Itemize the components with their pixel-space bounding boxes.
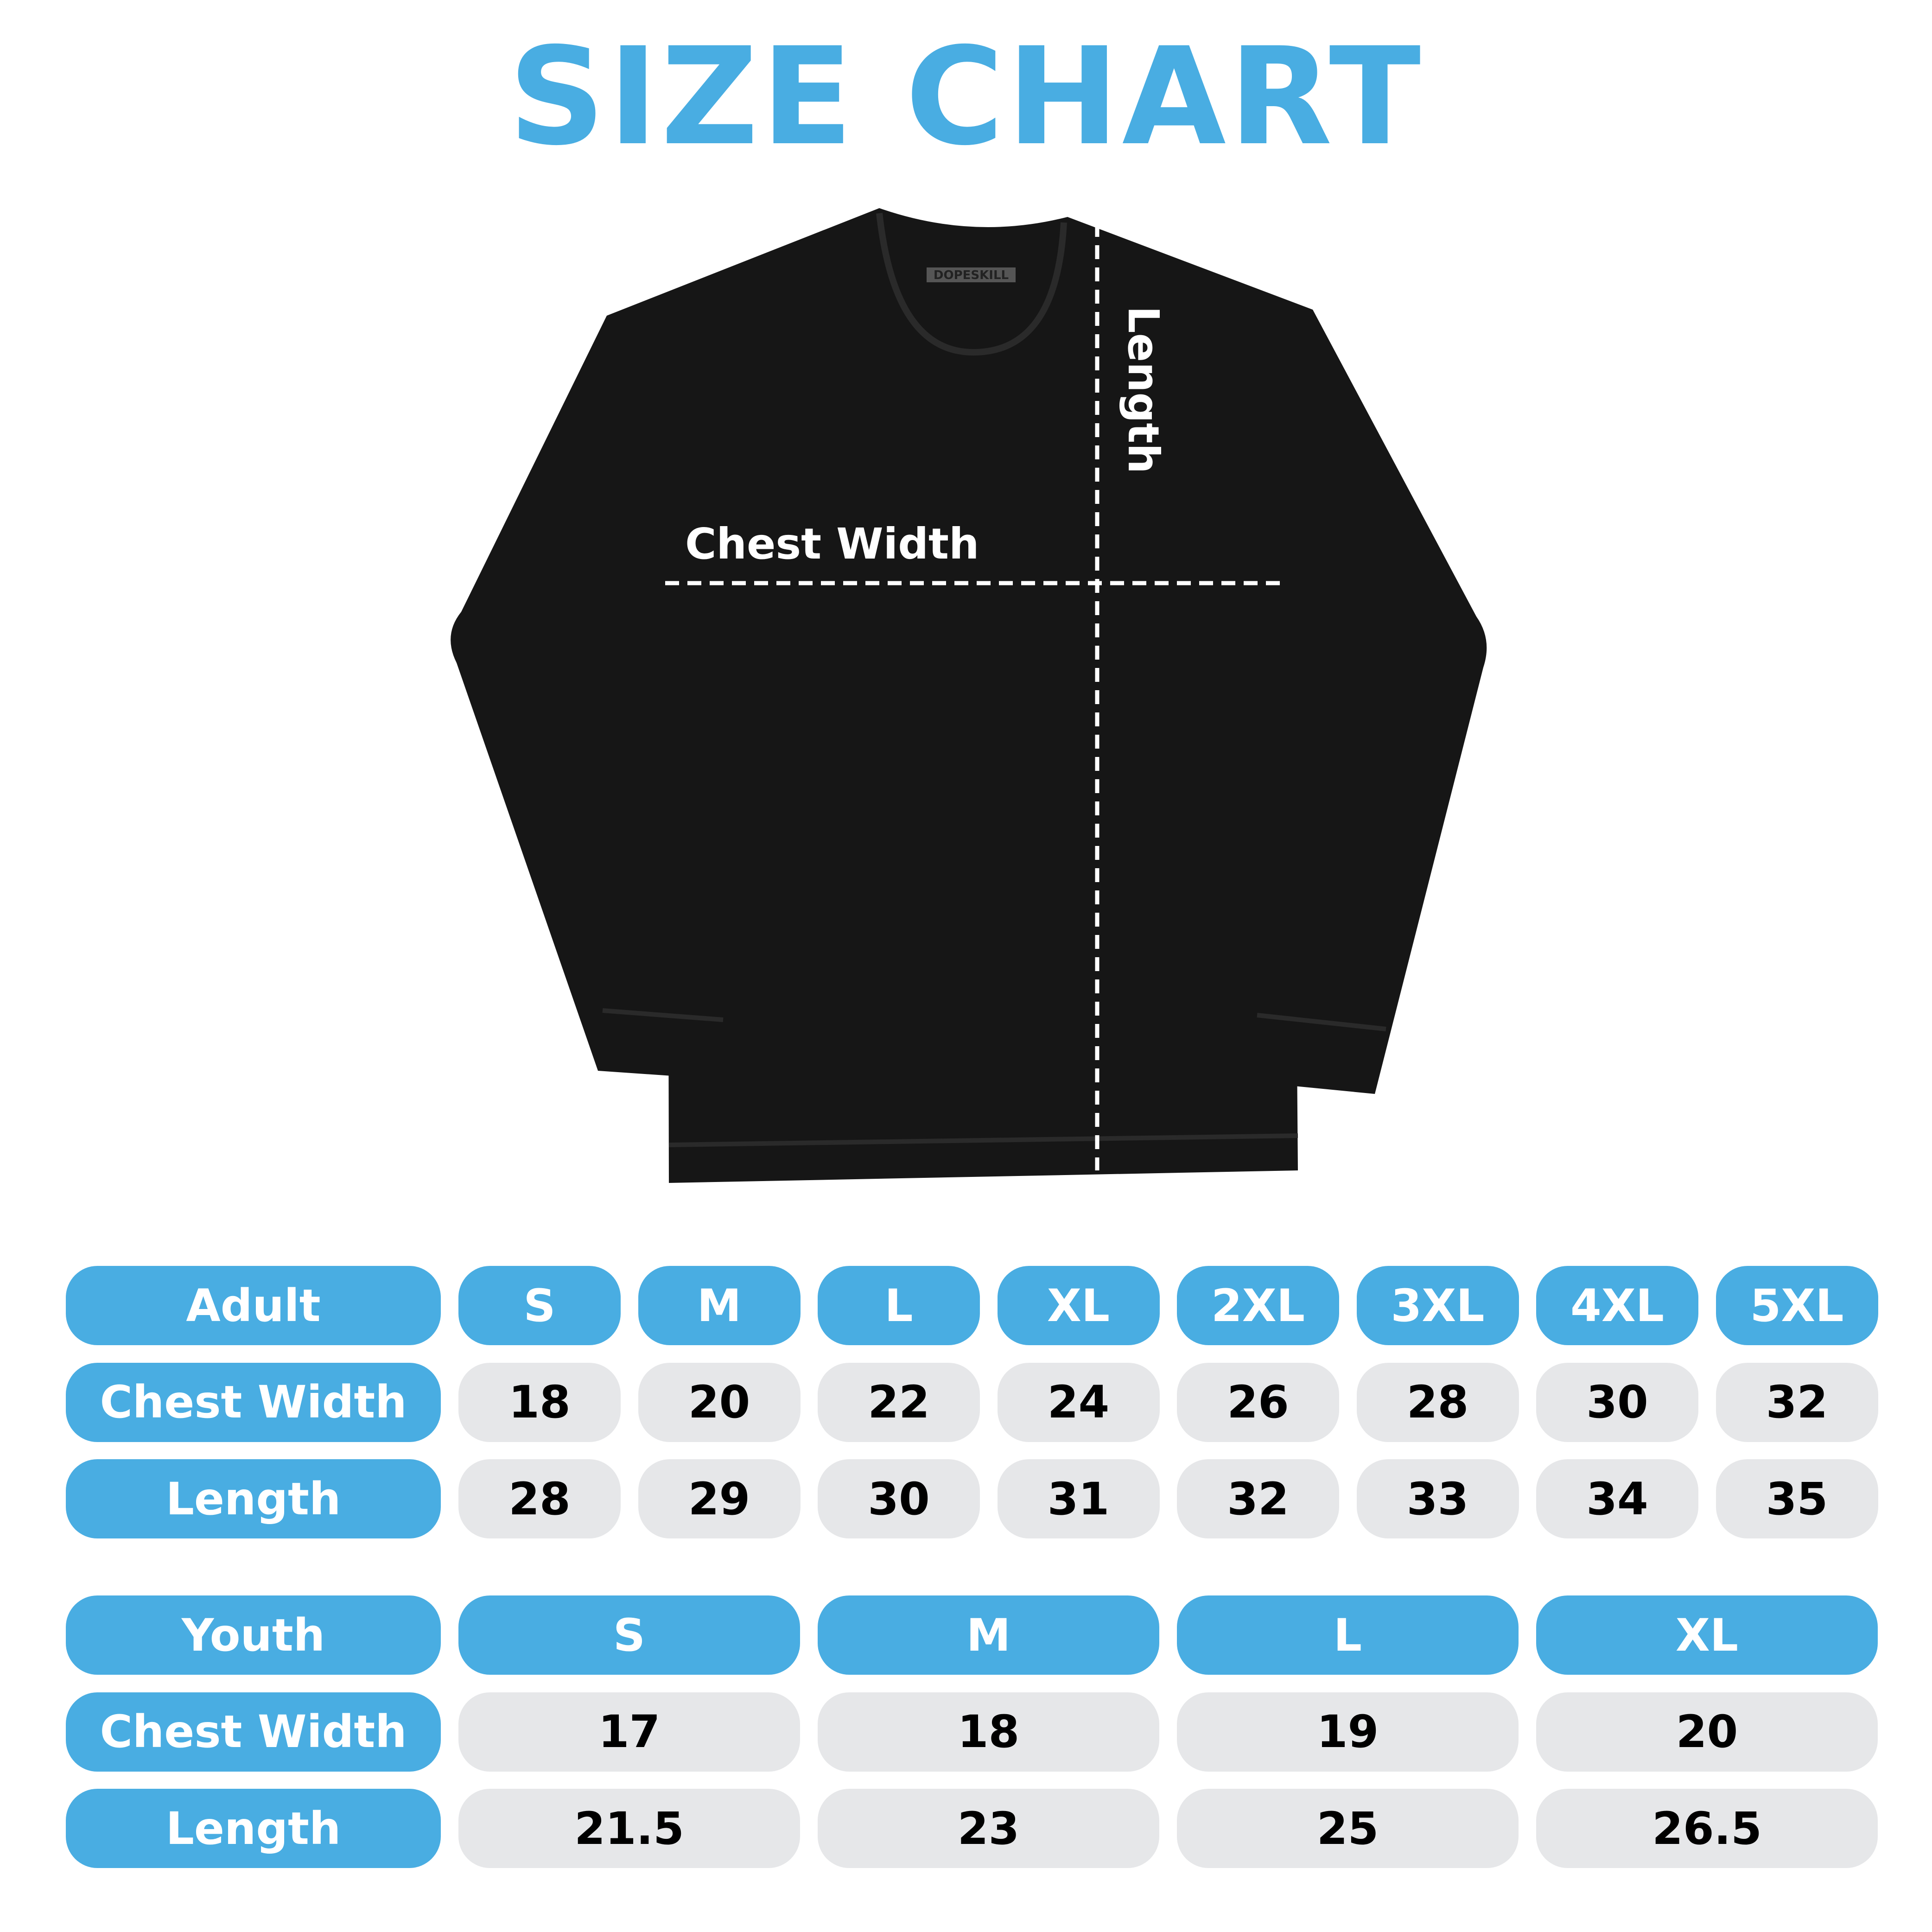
youth-size-l: L <box>1177 1595 1519 1675</box>
adult-size-s: S <box>458 1266 621 1345</box>
brand-tag-text: DOPESKILL <box>934 268 1009 282</box>
adult-header-label: Adult <box>66 1266 441 1345</box>
adult-value-cell: 18 <box>458 1362 621 1442</box>
adult-value-cell: 31 <box>997 1459 1160 1538</box>
adult-value-cell: 30 <box>818 1459 980 1538</box>
chest-width-label: Chest Width <box>685 519 979 569</box>
adult-value-cell: 26 <box>1177 1362 1339 1442</box>
adult-value-cell: 32 <box>1177 1459 1339 1538</box>
youth-value-cell: 19 <box>1177 1692 1519 1772</box>
adult-value-cell: 29 <box>638 1459 801 1538</box>
youth-value-cell: 25 <box>1177 1789 1519 1868</box>
youth-size-s: S <box>458 1595 800 1675</box>
youth-header-label: Youth <box>66 1595 441 1675</box>
adult-value-cell: 22 <box>818 1362 980 1442</box>
adult-value-cell: 35 <box>1716 1459 1878 1538</box>
adult-row-label: Length <box>66 1459 441 1538</box>
hem-seam <box>668 1133 1298 1147</box>
adult-value-cell: 28 <box>458 1459 621 1538</box>
adult-size-m: M <box>638 1266 801 1345</box>
adult-size-4xl: 4XL <box>1536 1266 1698 1345</box>
adult-row-label: Chest Width <box>66 1362 441 1442</box>
adult-value-cell: 20 <box>638 1362 801 1442</box>
adult-value-cell: 33 <box>1356 1459 1519 1538</box>
adult-size-3xl: 3XL <box>1356 1266 1519 1345</box>
youth-size-m: M <box>818 1595 1159 1675</box>
shirt-right-sleeve <box>1242 310 1487 1094</box>
youth-size-xl: XL <box>1536 1595 1878 1675</box>
adult-value-cell: 30 <box>1536 1362 1698 1442</box>
adult-value-cell: 34 <box>1536 1459 1698 1538</box>
left-cuff-seam <box>602 1008 724 1022</box>
brand-tag <box>927 267 1016 282</box>
adult-size-xl: XL <box>997 1266 1160 1345</box>
adult-size-2xl: 2XL <box>1177 1266 1339 1345</box>
adult-size-l: L <box>818 1266 980 1345</box>
right-cuff-seam <box>1257 1013 1386 1031</box>
youth-value-cell: 21.5 <box>458 1789 800 1868</box>
youth-value-cell: 18 <box>818 1692 1159 1772</box>
adult-value-cell: 24 <box>997 1362 1160 1442</box>
page-title: SIZE CHART <box>508 19 1424 175</box>
adult-size-5xl: 5XL <box>1716 1266 1878 1345</box>
youth-row-label: Length <box>66 1789 441 1868</box>
youth-row-label: Chest Width <box>66 1692 441 1772</box>
adult-value-cell: 28 <box>1356 1362 1519 1442</box>
shirt-body <box>607 208 1313 1183</box>
youth-value-cell: 26.5 <box>1536 1789 1878 1868</box>
length-label: Length <box>1119 306 1168 474</box>
adult-value-cell: 32 <box>1716 1362 1878 1442</box>
shirt-collar <box>876 213 1067 356</box>
youth-value-cell: 23 <box>818 1789 1159 1868</box>
shirt-illustration: DOPESKILL <box>451 208 1487 1183</box>
youth-value-cell: 17 <box>458 1692 800 1772</box>
youth-value-cell: 20 <box>1536 1692 1878 1772</box>
